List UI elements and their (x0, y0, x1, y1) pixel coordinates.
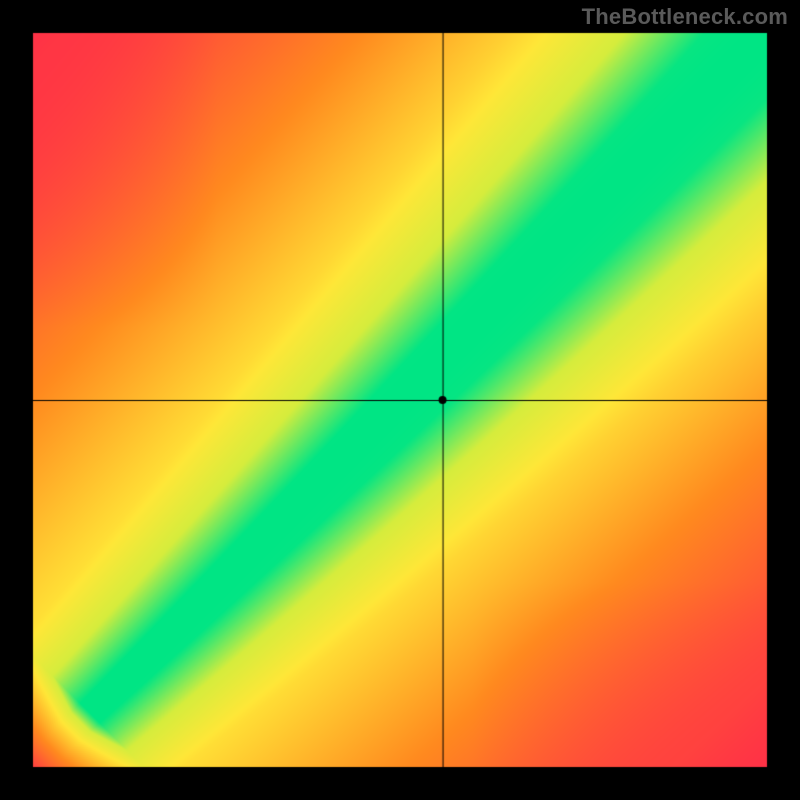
chart-container: { "watermark": { "text": "TheBottleneck.… (0, 0, 800, 800)
bottleneck-heatmap (0, 0, 800, 800)
watermark-text: TheBottleneck.com (582, 4, 788, 30)
